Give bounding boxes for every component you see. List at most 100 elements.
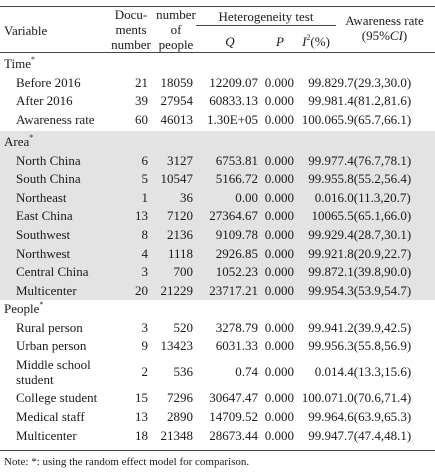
cell-q: 0.74 [235,363,258,379]
header-q: Q [225,34,235,49]
cell-awareness-rate: 56.3(55.8,56.9) [331,338,412,354]
header-i2: I2(%) [302,33,330,50]
cell-variable: Northwest [16,245,71,261]
cell-p: 0.000 [264,74,294,90]
cell-awareness-rate: 65.5(65.1,66.0) [331,208,412,224]
cell-q: 60833.13 [209,93,258,109]
cell-q: 23717.21 [209,282,258,298]
header-bottom-rule [0,52,435,53]
cell-people: 18059 [160,74,194,90]
cell-variable: North China [16,152,81,168]
cell-people: 21229 [160,282,194,298]
cell-variable: Urban person [16,338,87,354]
cell-documents: 39 [135,93,148,109]
cell-q: 5166.72 [215,171,258,187]
cell-variable: Southwest [16,227,71,242]
cell-i2: 99.9 [308,227,331,242]
cell-variable-continued: student [16,371,54,387]
cell-p: 0.000 [264,93,294,109]
cell-i2: 99.8 [308,264,331,280]
cell-variable: East China [16,208,73,224]
cell-variable: Before 2016 [16,74,81,90]
section-title-marker: * [30,55,35,64]
cell-awareness-rate: 41.2(39.9,42.5) [331,319,412,335]
cell-documents: 1 [141,189,149,205]
cell-people: 46013 [160,111,194,127]
header-people-line1: number [156,7,196,22]
table-bottom-rule [0,450,435,451]
cell-documents: 5 [141,171,149,187]
cell-variable: Middle school [16,356,91,372]
section-title: Time* [4,55,35,72]
cell-p: 0.000 [264,390,294,406]
cell-variable: Medical staff [16,409,85,424]
cell-people: 3127 [167,152,193,168]
cell-i2: 0.0 [314,363,331,379]
cell-p: 0.000 [264,338,294,354]
cell-i2: 99.8 [308,74,331,90]
cell-p: 0.000 [264,111,294,127]
cell-i2: 99.9 [308,338,331,354]
cell-documents: 21 [135,74,148,90]
cell-i2: 100.0 [301,390,331,406]
cell-i2: 0.0 [314,189,331,205]
cell-i2: 99.9 [308,409,331,424]
section-title: People* [4,300,44,317]
cell-people: 1118 [167,245,193,261]
cell-awareness-rate: 16.0(11.3,20.7) [331,189,411,205]
cell-documents: 4 [141,245,149,261]
cell-variable: After 2016 [16,93,73,109]
section-title-marker: * [29,133,34,142]
cell-awareness-rate: 29.4(28.7,30.1) [331,227,412,242]
section-title-text: Area [4,134,30,149]
cell-i2: 99.9 [308,319,331,335]
cell-documents: 13 [135,409,148,424]
cell-i2: 100.0 [301,111,331,127]
cell-q: 3278.79 [215,319,258,335]
cell-awareness-rate: 54.3(53.9,54.7) [331,282,412,298]
cell-documents: 18 [135,427,148,443]
cell-awareness-rate: 47.7(47.4,48.1) [331,427,412,443]
cell-p: 0.000 [264,319,294,335]
cell-p: 0.000 [264,363,294,379]
cell-q: 6753.81 [215,152,258,168]
cell-q: 14709.52 [209,409,258,424]
header-people-line2: of [170,22,182,37]
cell-variable: Rural person [16,319,83,335]
cell-awareness-rate: 55.8(55.2,56.4) [331,171,412,187]
cell-awareness-rate: 81.4(81.2,81.6) [331,93,412,109]
cell-variable: Central China [16,264,89,280]
cell-p: 0.000 [264,427,294,443]
cell-q: 28673.44 [209,427,258,443]
cell-documents: 9 [141,338,149,354]
cell-p: 0.000 [264,245,294,261]
cell-awareness-rate: 14.4(13.3,15.6) [331,363,412,379]
section-title: Area* [4,133,34,150]
cell-i2: 99.9 [308,171,331,187]
cell-i2: 99.9 [308,427,331,443]
cell-awareness-rate: 21.8(20.9,22.7) [331,245,412,261]
cell-people: 36 [180,189,193,205]
heterogeneity-underline [196,25,336,26]
header-variable: Variable [4,23,48,38]
cell-variable: South China [16,171,81,187]
header-documents-line3: number [111,37,151,52]
section-title-text: People [4,301,40,316]
cell-documents: 8 [141,227,149,242]
cell-variable: Northeast [16,189,67,205]
cell-i2: 100 [311,208,332,224]
cell-awareness-rate: 72.1(39.8,90.0) [331,264,412,280]
cell-people: 13423 [160,338,194,354]
cell-q: 12209.07 [209,74,258,90]
cell-people: 2136 [167,227,193,242]
header-documents-line1: Docu- [114,7,148,22]
cell-documents: 3 [141,264,149,280]
header-heterogeneity-test: Heterogeneity test [218,9,314,24]
header-awareness-rate: Awareness rate [345,13,424,28]
cell-p: 0.000 [264,264,294,280]
cell-q: 0.00 [235,189,258,205]
cell-p: 0.000 [264,227,294,242]
cell-p: 0.000 [264,409,294,424]
section-title-marker: * [39,300,44,309]
cell-p: 0.000 [264,189,294,205]
